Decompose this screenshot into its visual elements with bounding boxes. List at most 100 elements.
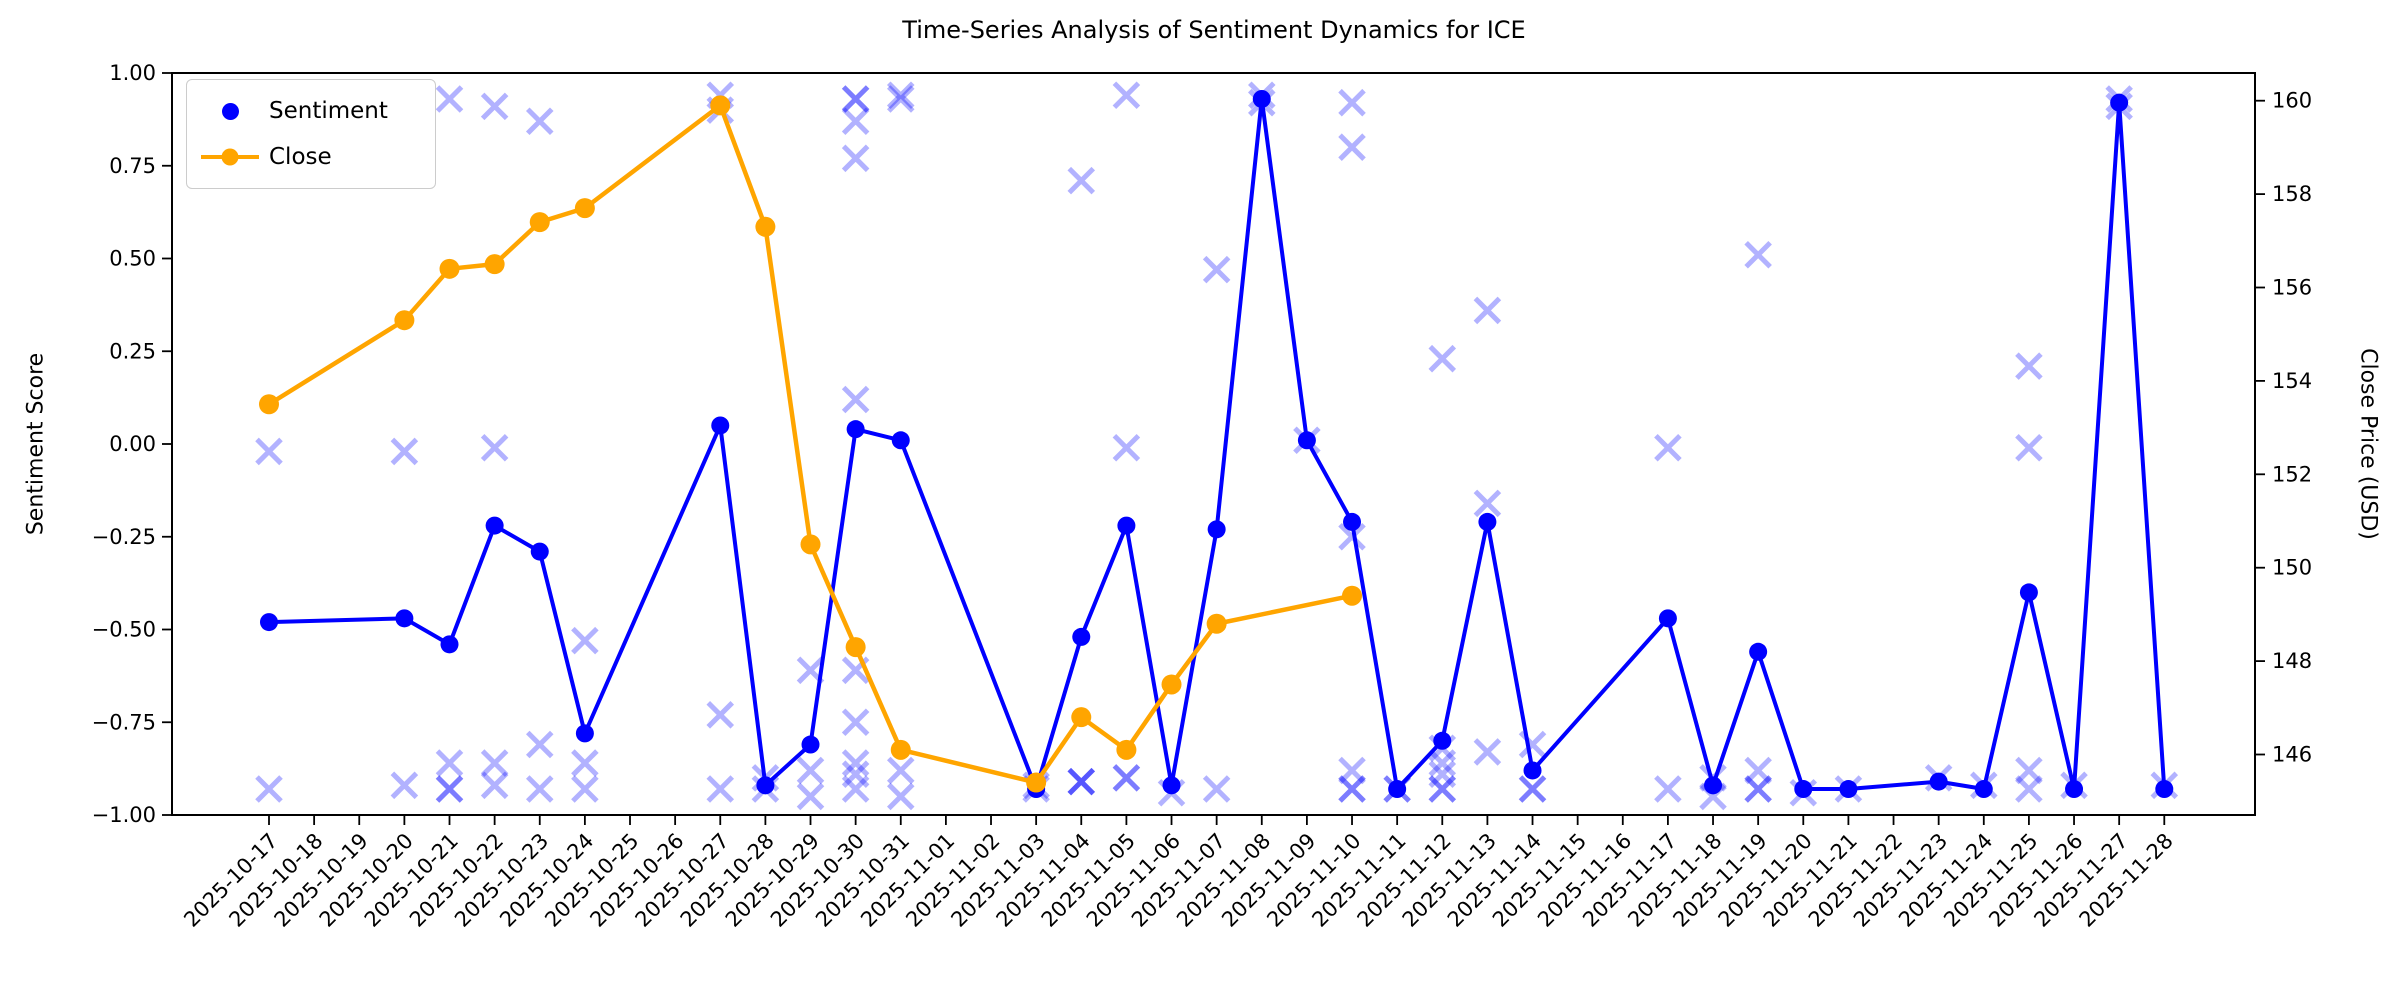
sentiment-point [1117, 516, 1136, 535]
close-point [394, 310, 415, 331]
scatter-x-marker [1338, 522, 1366, 551]
close-point [755, 216, 776, 237]
scatter-x-marker [1248, 81, 1276, 110]
sentiment-point [1297, 431, 1316, 450]
sentiment-point [1343, 512, 1362, 531]
scatter-x-marker [1699, 764, 1727, 792]
scatter-x-marker [1473, 296, 1502, 325]
scatter-x-marker [886, 81, 915, 110]
sentiment-point [1704, 776, 1723, 795]
scatter-x-marker [706, 701, 735, 729]
scatter-x-marker [1067, 767, 1096, 796]
scatter-x-marker [1654, 775, 1682, 803]
sentiment-point [2110, 93, 2129, 112]
sentiment-point [1749, 642, 1768, 661]
y-tick-label-left: 0.75 [109, 154, 156, 178]
y-axis-label-right: Close Price (USD) [2355, 348, 2381, 540]
scatter-x-marker [255, 437, 283, 466]
sentiment-point [846, 420, 865, 439]
y-tick-label-left: 0.00 [109, 432, 156, 456]
scatter-x-marker [2105, 92, 2133, 121]
legend: Sentiment Close [186, 79, 436, 189]
sentiment-point [1252, 89, 1271, 108]
y-tick-label-left: −0.50 [92, 618, 156, 642]
scatter-x-marker [2015, 352, 2043, 380]
sentiment-point [1839, 780, 1858, 799]
scatter-x-marker [841, 144, 870, 173]
sentiment-point [485, 516, 504, 535]
scatter-x-marker [1744, 756, 1772, 785]
sentiment-point [1388, 780, 1407, 799]
legend-label: Close [269, 144, 332, 170]
scatter-x-marker [1744, 775, 1772, 803]
scatter-x-marker [525, 730, 554, 759]
chart-title: Time-Series Analysis of Sentiment Dynami… [902, 16, 1526, 44]
scatter-x-marker [255, 775, 283, 803]
scatter-x-marker [1338, 88, 1366, 117]
sentiment-point [1162, 776, 1181, 795]
y-tick-label-right: 154 [2272, 369, 2312, 393]
y-tick-label-right: 156 [2272, 276, 2312, 300]
sentiment-point [395, 609, 414, 628]
scatter-x-marker [1112, 764, 1141, 792]
y-tick-label-left: −0.25 [92, 525, 156, 549]
scatter-x-marker [841, 775, 870, 803]
scatter-x-marker [1428, 760, 1457, 788]
y-tick-label-right: 152 [2272, 462, 2312, 486]
scatter-x-marker [1834, 775, 1863, 803]
scatter-x-marker [1744, 241, 1772, 269]
y-tick-label-left: 0.50 [109, 247, 156, 271]
scatter-x-marker [1518, 775, 1547, 803]
scatter-x-marker [1518, 730, 1547, 759]
scatter-x-marker [480, 433, 509, 462]
scatter-x-marker [841, 385, 870, 414]
scatter-x-marker [2015, 775, 2043, 803]
scatter-x-marker [1338, 775, 1366, 803]
y-tick-label-left: −1.00 [92, 803, 156, 827]
scatter-x-marker [1112, 433, 1141, 462]
sentiment-point [1072, 627, 1091, 646]
close-point [890, 739, 911, 760]
sentiment-point [440, 635, 459, 654]
sentiment-point [575, 724, 594, 743]
sentiment-point [1929, 772, 1948, 791]
sentiment-point [801, 735, 820, 754]
sentiment-point [530, 542, 549, 561]
scatter-x-marker [435, 775, 464, 803]
close-point [439, 258, 460, 279]
scatter-x-marker [796, 782, 825, 811]
close-marker-icon [197, 148, 263, 166]
close-point [484, 254, 505, 275]
scatter-x-marker [480, 92, 509, 121]
scatter-x-marker [1428, 775, 1457, 803]
scatter-x-marker [1518, 775, 1547, 803]
scatter-x-marker [480, 771, 509, 800]
y-tick-label-right: 158 [2272, 182, 2312, 206]
sentiment-point [2065, 780, 2084, 799]
scatter-x-marker [1473, 738, 1502, 766]
scatter-x-marker [525, 107, 554, 135]
scatter-x-marker [886, 85, 915, 113]
close-point [1206, 613, 1227, 634]
scatter-x-marker [1383, 775, 1411, 803]
scatter-x-marker [2015, 433, 2043, 462]
scatter-x-marker [1338, 775, 1366, 803]
scatter-x-marker [1383, 775, 1411, 803]
sentiment-point [1207, 520, 1226, 539]
close-point [845, 637, 866, 658]
scatter-x-marker [1248, 88, 1276, 117]
scatter-x-marker [1789, 778, 1818, 807]
scatter-x-marker [796, 656, 825, 685]
scatter-x-marker [1428, 749, 1457, 777]
scatter-x-marker [1293, 426, 1321, 455]
scatter-x-marker [1970, 771, 1998, 800]
scatter-x-marker [525, 775, 554, 803]
scatter-x-marker [1067, 767, 1096, 796]
close-point [800, 534, 821, 555]
legend-label: Sentiment [269, 98, 388, 124]
legend-entry-close: Close [197, 134, 425, 180]
close-point [529, 212, 550, 233]
sentiment-marker-icon [197, 102, 263, 120]
